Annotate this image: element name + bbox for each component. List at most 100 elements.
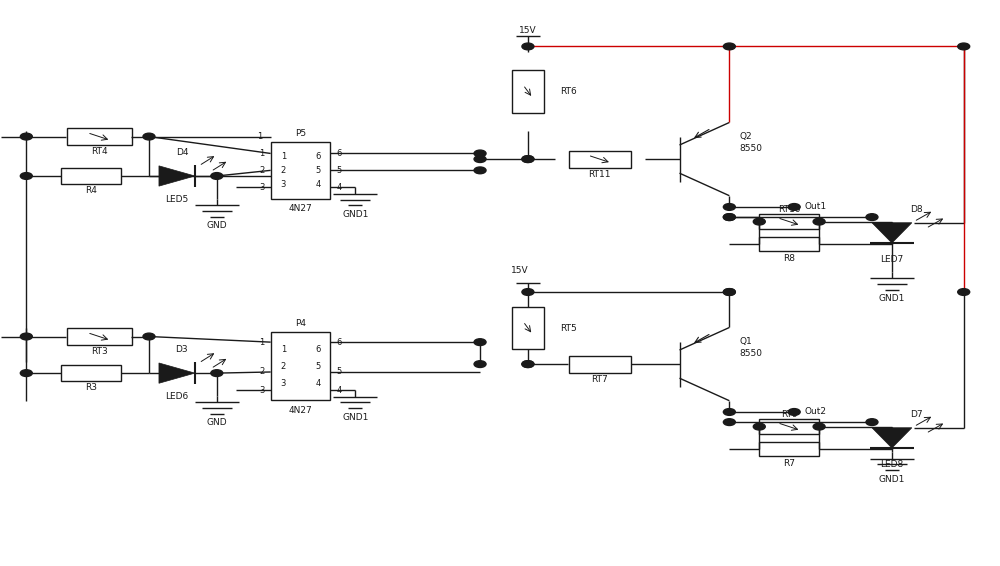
Text: 4N27: 4N27 [289,204,312,213]
Text: 8550: 8550 [739,349,762,358]
Text: LED8: LED8 [880,460,904,469]
Circle shape [723,289,735,295]
Circle shape [753,423,765,430]
Text: 5: 5 [315,362,320,371]
Text: Q2: Q2 [739,132,752,141]
Text: D3: D3 [176,345,188,354]
Text: RT11: RT11 [588,170,611,179]
Text: 1: 1 [281,345,286,354]
Bar [569,151,631,168]
Text: 3: 3 [259,385,265,395]
Text: GND1: GND1 [879,474,905,483]
Text: LED5: LED5 [165,195,189,204]
Text: R8: R8 [783,254,795,263]
Text: GND1: GND1 [342,413,369,422]
Circle shape [723,419,735,426]
Text: 2: 2 [259,166,265,175]
Text: P4: P4 [295,319,306,328]
Circle shape [143,333,155,340]
Text: RT4: RT4 [91,147,107,156]
Circle shape [753,218,765,225]
Bar [67,128,132,145]
Polygon shape [872,428,912,448]
Bar [569,355,631,372]
Text: 2: 2 [281,362,286,371]
Text: 4: 4 [336,385,342,395]
Text: 5: 5 [336,166,342,175]
Circle shape [20,333,32,340]
Polygon shape [872,223,912,243]
Circle shape [866,419,878,426]
Circle shape [723,43,735,50]
Bar [67,328,132,345]
Text: 1: 1 [259,149,265,158]
Text: 4: 4 [315,180,320,189]
Text: LED7: LED7 [880,255,904,264]
Circle shape [211,173,223,179]
Text: GND: GND [206,221,227,230]
Circle shape [474,339,486,345]
Text: 15V: 15V [519,26,537,35]
Circle shape [474,156,486,162]
Circle shape [723,409,735,415]
Text: RT10: RT10 [778,205,800,215]
Text: GND1: GND1 [879,294,905,303]
Text: GND1: GND1 [342,210,369,219]
Text: Out2: Out2 [804,408,826,417]
Text: P5: P5 [295,129,306,138]
Bar [759,215,819,229]
Circle shape [474,167,486,174]
Text: R4: R4 [85,186,97,195]
Text: Out1: Out1 [804,203,826,212]
Bar [512,307,544,349]
Text: 5: 5 [336,367,342,376]
Text: 4N27: 4N27 [289,406,312,415]
Text: 5: 5 [315,166,320,175]
Text: 8550: 8550 [739,144,762,153]
Circle shape [522,156,534,162]
Circle shape [20,370,32,376]
Text: 2: 2 [259,367,265,376]
Circle shape [788,409,800,415]
Text: Q1: Q1 [739,337,752,346]
Bar [271,142,330,199]
Circle shape [788,204,800,211]
Text: 3: 3 [281,180,286,189]
Bar [512,70,544,113]
Circle shape [958,43,970,50]
Circle shape [522,156,534,162]
Bar [271,332,330,400]
Circle shape [522,361,534,367]
Circle shape [20,173,32,179]
Bar [759,419,819,434]
Text: RT5: RT5 [560,324,577,333]
Text: D7: D7 [911,410,923,419]
Circle shape [20,133,32,140]
Text: 3: 3 [259,183,265,192]
Text: 15V: 15V [511,266,529,275]
Text: 1: 1 [257,132,263,141]
Text: 6: 6 [315,152,320,161]
Text: RT3: RT3 [91,347,107,356]
Text: RT6: RT6 [560,87,577,96]
Text: 4: 4 [336,183,342,192]
Circle shape [813,423,825,430]
Text: R3: R3 [85,383,97,392]
Text: 6: 6 [315,345,320,354]
Text: D4: D4 [176,148,188,157]
Circle shape [211,370,223,376]
Bar [759,442,819,456]
Bar [61,365,121,381]
Circle shape [958,289,970,295]
Circle shape [723,214,735,221]
Text: 6: 6 [336,338,342,346]
Polygon shape [159,166,195,186]
Text: 6: 6 [336,149,342,158]
Text: D8: D8 [911,205,923,214]
Circle shape [474,150,486,157]
Circle shape [723,204,735,211]
Text: 3: 3 [281,379,286,388]
Bar [61,168,121,184]
Text: RT7: RT7 [591,375,608,384]
Text: GND: GND [206,418,227,427]
